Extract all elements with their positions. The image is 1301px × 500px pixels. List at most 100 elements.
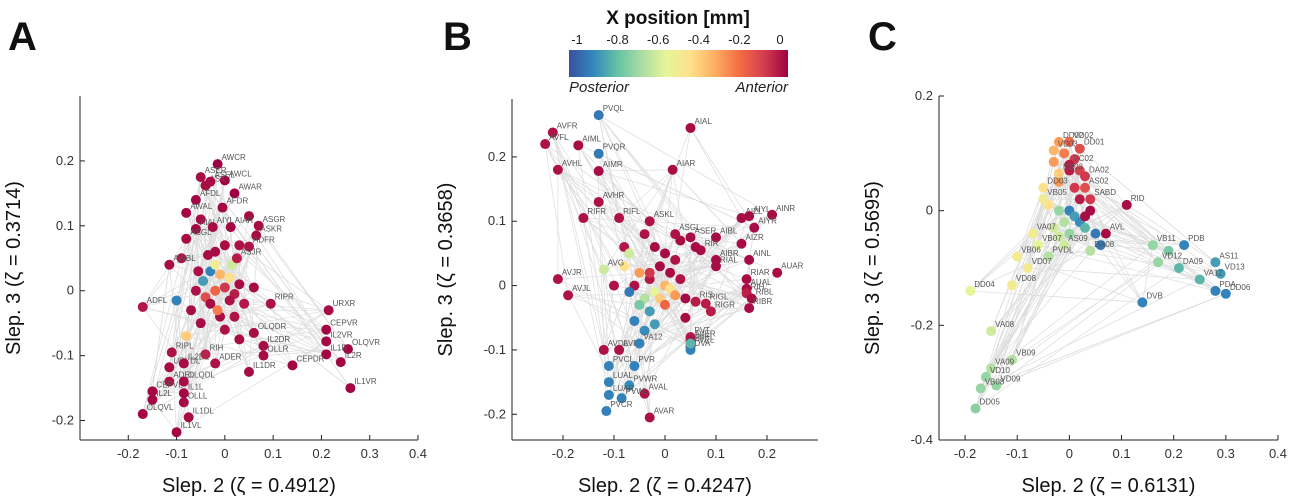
neuron-label: AVAL	[649, 383, 669, 392]
neuron-point	[660, 300, 670, 310]
neuron-label: AIMR	[603, 160, 623, 169]
neuron-label: DA08	[1094, 240, 1115, 249]
neuron-label: PVDL	[1053, 246, 1074, 255]
neuron-point	[629, 316, 639, 326]
panel-label: C	[868, 15, 897, 59]
neuron-label: CEPVR	[330, 319, 358, 328]
x-tick-label: 0.1	[707, 446, 725, 461]
neuron-point	[670, 290, 680, 300]
neuron-point	[640, 229, 650, 239]
y-tick-label: 0	[499, 278, 506, 293]
neuron-label: DA02	[1089, 165, 1110, 174]
neuron-label: OLQVR	[352, 338, 380, 347]
neuron-label: ADFR	[253, 236, 275, 245]
neuron-label: RIPR	[275, 293, 294, 302]
neuron-point	[645, 306, 655, 316]
neuron-label: VB05	[1047, 188, 1067, 197]
neuron-label: CEPDR	[296, 354, 324, 363]
neuron-label: VB09	[1016, 349, 1036, 358]
y-tick-label: -0.4	[911, 432, 933, 447]
neuron-point	[665, 268, 675, 278]
neuron-point	[215, 269, 225, 279]
y-tick-label: 0.1	[56, 218, 74, 233]
neuron-point	[675, 274, 685, 284]
neuron-point	[196, 318, 206, 328]
colorbar-tick-label: -1	[571, 32, 583, 47]
x-tick-label: -0.2	[552, 446, 574, 461]
neuron-point	[680, 293, 690, 303]
neuron-point	[655, 261, 665, 271]
neuron-label: IL1L	[188, 382, 204, 391]
neuron-label: DD03	[1047, 177, 1068, 186]
neuron-point	[645, 268, 655, 278]
x-axis-label: Slep. 2 (ζ = 0.4912)	[162, 475, 336, 497]
neuron-label: ASGR	[263, 215, 286, 224]
graph-edge	[599, 115, 716, 260]
x-tick-label: 0.4	[409, 446, 427, 461]
neuron-label: AS02	[1089, 177, 1109, 186]
neuron-point	[213, 305, 223, 315]
neuron-label: RIAR	[751, 268, 770, 277]
neuron-label: AWCR	[222, 153, 246, 162]
neuron-label: AIAR	[235, 216, 254, 225]
neuron-label: IL2DL	[188, 352, 210, 361]
neuron-label: VA12	[644, 332, 664, 341]
colorbar-tick-label: -0.2	[728, 32, 750, 47]
colorbar-tick-label: -0.4	[688, 32, 710, 47]
neuron-point	[1090, 229, 1100, 239]
neuron-point	[239, 299, 249, 309]
colorbar-tick-label: 0	[776, 32, 783, 47]
neuron-point	[650, 242, 660, 252]
neuron-label: IL1DR	[253, 361, 276, 370]
x-tick-label: 0	[221, 446, 228, 461]
y-axis-label: Slep. 3 (ζ = 0.3714)	[3, 181, 25, 355]
neuron-label: IL1VL	[181, 421, 202, 430]
neuron-point	[220, 282, 230, 292]
neuron-label: PVQR	[603, 143, 626, 152]
neuron-point	[624, 287, 634, 297]
neuron-label: RIBL	[756, 287, 774, 296]
neuron-point	[1049, 157, 1059, 167]
x-tick-label: 0.3	[361, 446, 379, 461]
neuron-label: IL2R	[345, 351, 362, 360]
neuron-label: DD04	[974, 280, 995, 289]
neuron-label: RIH	[210, 343, 224, 352]
neuron-label: VB07	[1042, 234, 1062, 243]
neuron-label: AVFR	[557, 121, 578, 130]
neuron-label: OLQVL	[147, 403, 174, 412]
neuron-label: RIR	[705, 239, 719, 248]
neuron-label: AFDR	[226, 197, 248, 206]
neuron-label: LUAL	[613, 371, 634, 380]
neuron-label: DB03	[1063, 162, 1084, 171]
neuron-point	[624, 248, 634, 258]
y-tick-label: 0	[926, 203, 933, 218]
neuron-label: RID	[1131, 194, 1145, 203]
x-tick-label: 0.2	[1165, 446, 1183, 461]
neuron-label: AIZR	[746, 233, 764, 242]
y-tick-label: -0.2	[911, 317, 933, 332]
neuron-point	[1080, 223, 1090, 233]
neuron-label: IL2VR	[330, 330, 352, 339]
neuron-label: RIGR	[715, 300, 735, 309]
neuron-label: AIML	[582, 134, 601, 143]
x-tick-label: 0	[661, 446, 668, 461]
neuron-label: IL1DL	[193, 406, 215, 415]
neuron-point	[210, 286, 220, 296]
graph-edge	[578, 145, 675, 295]
neuron-label: PVCR	[610, 400, 632, 409]
neuron-label: AIAL	[695, 117, 713, 126]
x-tick-label: -0.1	[1006, 446, 1028, 461]
x-tick-label: -0.2	[117, 446, 139, 461]
neuron-point	[635, 300, 645, 310]
neuron-label: PVWL	[626, 387, 649, 396]
neuron-label: RIPL	[176, 341, 194, 350]
neuron-label: AS11	[1219, 251, 1239, 260]
y-tick-label: 0.1	[488, 213, 506, 228]
neuron-label: AVL	[1110, 223, 1125, 232]
neuron-label: IL1VR	[354, 377, 376, 386]
panel-label: B	[443, 15, 472, 59]
neuron-label: AIYR	[758, 217, 777, 226]
neuron-point	[234, 279, 244, 289]
x-tick-label: -0.1	[603, 446, 625, 461]
neuron-label: AIAR	[677, 159, 696, 168]
